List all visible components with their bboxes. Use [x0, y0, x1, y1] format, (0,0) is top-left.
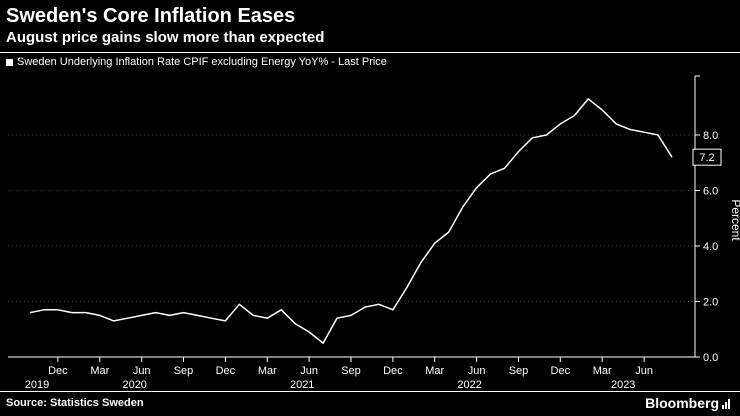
svg-text:Sep: Sep [174, 365, 194, 377]
svg-text:2020: 2020 [122, 379, 146, 391]
svg-text:0.0: 0.0 [703, 352, 718, 364]
svg-text:7.2: 7.2 [699, 152, 714, 164]
bloomberg-bars-icon [722, 399, 730, 411]
svg-text:Jun: Jun [468, 365, 486, 377]
svg-text:2.0: 2.0 [703, 296, 718, 308]
header-divider [0, 51, 740, 53]
svg-text:Mar: Mar [425, 365, 444, 377]
legend-swatch-icon [6, 58, 13, 66]
svg-text:Sep: Sep [509, 365, 529, 377]
svg-text:Mar: Mar [90, 365, 109, 377]
source-label: Source: Statistics Sweden [6, 397, 144, 409]
svg-text:Sep: Sep [341, 365, 361, 377]
inflation-line-chart: 0.0 2.0 4.0 6.0 8.0 Dec Mar Jun Sep Dec Mar Jun Sep D… [8, 75, 740, 391]
page-subtitle: August price gains slow more than expect… [6, 29, 325, 46]
svg-text:4.0: 4.0 [703, 241, 718, 253]
svg-text:2023: 2023 [611, 379, 635, 391]
svg-text:Dec: Dec [383, 365, 403, 377]
svg-text:6.0: 6.0 [703, 185, 718, 197]
svg-text:Mar: Mar [593, 365, 612, 377]
svg-text:Percent: Percent [729, 199, 740, 241]
svg-text:8.0: 8.0 [703, 130, 718, 142]
svg-text:2022: 2022 [457, 379, 481, 391]
bloomberg-logo: Bloomberg [645, 395, 730, 411]
svg-text:Mar: Mar [258, 365, 277, 377]
svg-text:Dec: Dec [551, 365, 571, 377]
svg-text:Dec: Dec [48, 365, 68, 377]
svg-text:Jun: Jun [133, 365, 151, 377]
svg-text:Jun: Jun [300, 365, 318, 377]
svg-text:2021: 2021 [290, 379, 314, 391]
page-title: Sweden's Core Inflation Eases [6, 5, 296, 27]
svg-text:Jun: Jun [635, 365, 653, 377]
svg-text:Dec: Dec [216, 365, 236, 377]
chart-legend: Sweden Underlying Inflation Rate CPIF ex… [0, 53, 740, 70]
legend-label: Sweden Underlying Inflation Rate CPIF ex… [17, 55, 387, 68]
bloomberg-wordmark: Bloomberg [645, 395, 719, 411]
footer: Source: Statistics Sweden Bloomberg [0, 391, 740, 416]
svg-text:2019: 2019 [25, 379, 49, 391]
